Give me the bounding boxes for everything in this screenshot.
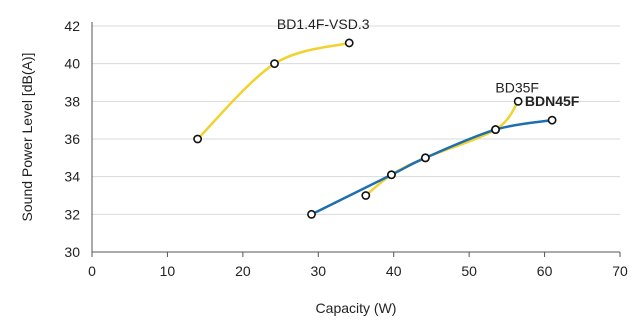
y-tick-label: 42 [64,18,80,34]
data-point [547,115,557,125]
data-point [307,209,316,219]
data-point [344,38,354,48]
y-tick-label: 36 [64,131,80,147]
series-line [310,118,554,216]
data-point [420,153,430,163]
x-tick-label: 40 [386,263,402,279]
data-point [270,59,279,69]
x-tick-label: 20 [235,263,251,279]
x-tick-label: 30 [310,263,326,279]
data-point [491,125,500,134]
series-label-bd1-4f: BD1.4F-VSD.3 [277,16,370,32]
x-tick-label: 60 [537,263,553,279]
x-tick-label: 50 [461,263,477,279]
series-label-bd35f: BD35F [495,79,539,95]
grid-lines [92,25,620,215]
data-point [193,134,202,144]
series-points [193,38,557,219]
x-tick-label: 70 [612,263,628,279]
y-tick-label: 34 [64,169,80,185]
y-tick-label: 32 [64,206,80,222]
y-tick-label: 30 [64,244,80,260]
data-point [361,191,371,200]
data-point [387,170,396,180]
series-label-bdn45f: BDN45F [525,93,580,109]
x-tick-label: 10 [160,263,176,279]
data-point [513,96,523,106]
y-tick-label: 40 [64,56,80,72]
x-axis-label: Capacity (W) [316,300,397,316]
x-tick-label: 0 [88,263,96,279]
axes: 30 32 34 36 38 40 42 0 10 20 30 40 50 60 70 [64,18,628,279]
y-tick-label: 38 [64,93,80,109]
series-line [364,100,520,197]
series-line [196,41,351,141]
y-axis-label: Sound Power Level [dB(A)] [19,53,35,222]
